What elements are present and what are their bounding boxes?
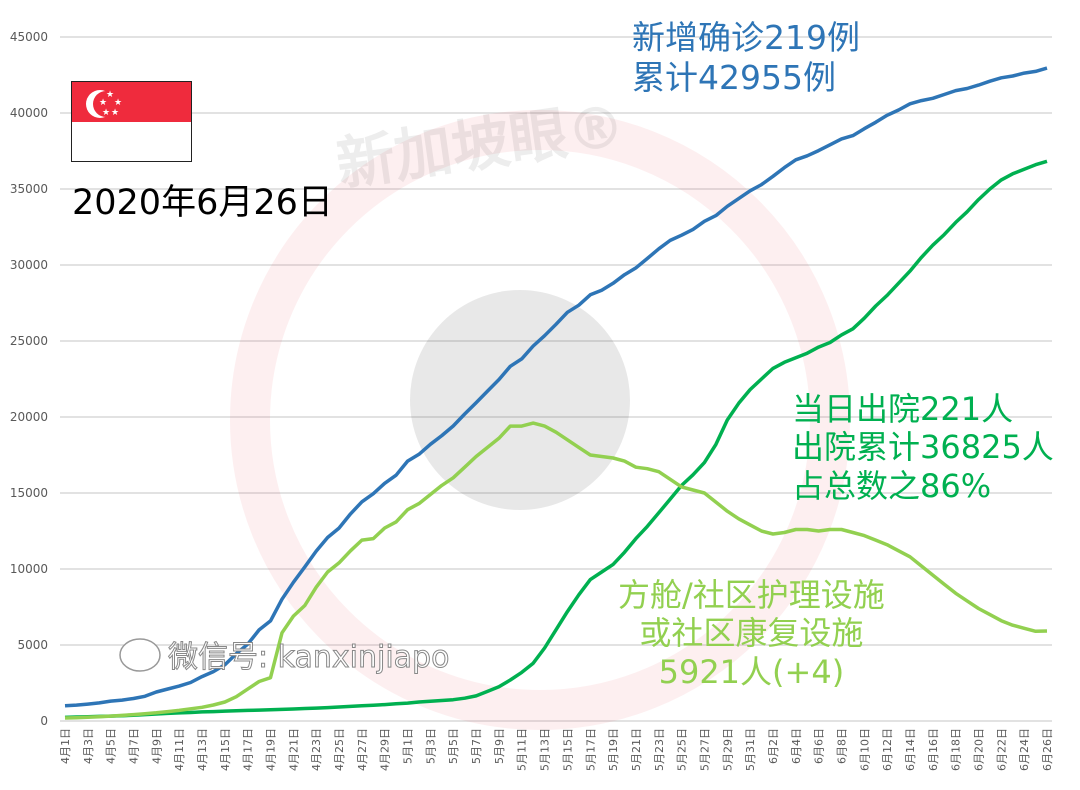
svg-text:★: ★ — [106, 90, 114, 100]
y-tick-label: 0 — [40, 714, 48, 728]
crescent-stars-icon: ★★ ★ ★ ★ — [86, 90, 122, 118]
x-tick-label: 6月4日 — [790, 728, 803, 764]
x-tick-label: 4月9日 — [150, 728, 163, 764]
svg-text:★: ★ — [99, 98, 107, 108]
series-lines — [64, 66, 1048, 720]
community-facility-text-2: 或社区康复设施 — [639, 614, 864, 653]
x-tick-label: 4月5日 — [105, 728, 118, 764]
cumulative-cases-text: 累计42955例 — [632, 57, 836, 97]
y-tick-label: 25000 — [10, 334, 48, 348]
series-line-discharged — [64, 159, 1048, 720]
watermark-logo: 新加坡眼® — [230, 91, 850, 730]
x-tick-label: 6月24日 — [1018, 728, 1031, 771]
new-cases-text: 新增确诊219例 — [632, 18, 860, 57]
wechat-icon — [119, 638, 161, 672]
x-tick-label: 4月13日 — [196, 728, 209, 771]
x-tick-label: 5月7日 — [470, 728, 483, 764]
x-tick-label: 5月9日 — [493, 728, 506, 764]
x-tick-label: 5月17日 — [584, 728, 597, 771]
y-tick-label: 40000 — [10, 106, 48, 120]
x-tick-label: 5月19日 — [607, 728, 620, 771]
x-tick-label: 4月11日 — [173, 728, 186, 771]
x-tick-label: 5月5日 — [447, 728, 460, 764]
x-tick-label: 6月16日 — [927, 728, 940, 771]
x-tick-label: 6月20日 — [972, 728, 985, 771]
y-tick-label: 10000 — [10, 562, 48, 576]
community-facility-annotation: 方舱/社区护理设施 或社区康复设施 5921人(+4) — [618, 576, 885, 691]
x-tick-label: 5月25日 — [676, 728, 689, 771]
y-tick-label: 45000 — [10, 30, 48, 44]
svg-text:★: ★ — [114, 98, 122, 108]
cumulative-discharged-text: 出院累计36825人 — [792, 428, 1054, 467]
x-tick-label: 5月23日 — [653, 728, 666, 771]
y-tick-label: 35000 — [10, 182, 48, 196]
y-tick-label: 20000 — [10, 410, 48, 424]
x-tick-label: 4月21日 — [287, 728, 300, 771]
x-tick-label: 5月3日 — [424, 728, 437, 764]
discharged-percent-text: 占总数之86% — [792, 466, 992, 505]
singapore-flag-icon: ★ ★ ★ ★ ★ — [71, 81, 192, 162]
x-tick-label: 6月2日 — [767, 728, 780, 764]
community-facility-text-1: 方舱/社区护理设施 — [618, 576, 885, 614]
y-axis: 0 5000 10000 15000 20000 25000 30000 35000 40000… — [10, 30, 48, 728]
x-tick-label: 6月10日 — [858, 728, 871, 771]
daily-discharged-text: 当日出院221人 — [792, 390, 1014, 428]
wechat-id-text: 微信号: kanxinjiapo — [168, 640, 449, 675]
x-tick-label: 6月18日 — [950, 728, 963, 771]
watermark-text: 新加坡眼® — [332, 91, 629, 199]
date-label: 2020年6月26日 — [72, 183, 333, 223]
x-tick-label: 4月25日 — [333, 728, 346, 771]
x-tick-label: 6月8日 — [835, 728, 848, 764]
svg-text:★: ★ — [111, 108, 119, 118]
watermark-ring — [230, 110, 850, 730]
x-tick-label: 4月23日 — [310, 728, 323, 771]
flag-white-band — [72, 121, 191, 161]
x-tick-label: 6月26日 — [1041, 728, 1054, 771]
total-cases-annotation: 新增确诊219例 累计42955例 — [632, 18, 860, 97]
x-tick-label: 5月15日 — [561, 728, 574, 771]
x-tick-label: 4月19日 — [265, 728, 278, 771]
y-tick-label: 15000 — [10, 486, 48, 500]
x-tick-label: 6月22日 — [995, 728, 1008, 771]
x-tick-label: 5月29日 — [721, 728, 734, 771]
x-tick-label: 4月7日 — [128, 728, 141, 764]
x-tick-label: 5月27日 — [698, 728, 711, 771]
y-tick-label: 5000 — [17, 638, 48, 652]
x-tick-label: 5月11日 — [516, 728, 529, 771]
series-line-total — [64, 66, 1048, 708]
x-tick-label: 5月21日 — [630, 728, 643, 771]
x-tick-label: 6月12日 — [881, 728, 894, 771]
x-tick-label: 4月3日 — [82, 728, 95, 764]
x-tick-label: 4月15日 — [219, 728, 232, 771]
x-axis: 4月1日 4月3日 4月5日 4月7日 4月9日 4月11日 4月13日 4月15日 4月17日… — [59, 728, 1054, 771]
x-tick-label: 5月31日 — [744, 728, 757, 771]
y-tick-label: 30000 — [10, 258, 48, 272]
wechat-watermark: 微信号: kanxinjiapo — [119, 638, 450, 676]
discharged-annotation: 当日出院221人 出院累计36825人 占总数之86% — [792, 390, 1054, 505]
x-tick-label: 4月27日 — [356, 728, 369, 771]
gridlines — [60, 36, 1052, 722]
x-tick-label: 6月6日 — [813, 728, 826, 764]
x-tick-label: 6月14日 — [904, 728, 917, 771]
watermark-eye — [410, 290, 630, 510]
x-tick-label: 4月29日 — [379, 728, 392, 771]
svg-text:★: ★ — [102, 108, 110, 118]
community-facility-count: 5921人(+4) — [658, 652, 845, 691]
x-tick-label: 5月13日 — [539, 728, 552, 771]
x-tick-label: 4月1日 — [59, 728, 72, 764]
x-tick-label: 5月1日 — [402, 728, 415, 764]
x-tick-label: 4月17日 — [242, 728, 255, 771]
series-line-community — [64, 421, 1048, 720]
